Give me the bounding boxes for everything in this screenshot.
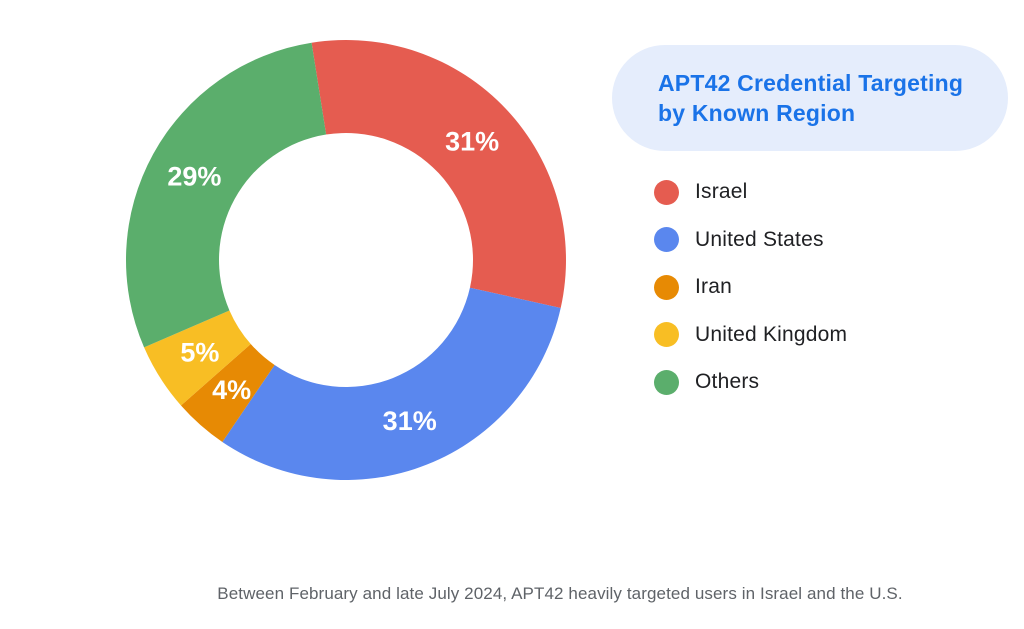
slice-others (125, 42, 327, 348)
legend-item-iran: Iran (654, 274, 847, 300)
legend-item-united-states: United States (654, 227, 847, 253)
legend-label-israel: Israel (695, 180, 748, 203)
slice-label-iran: 4% (212, 375, 251, 405)
legend-dot-iran (654, 274, 679, 300)
legend-dot-israel (654, 179, 679, 205)
chart-title-line-2: by Known Region (658, 100, 856, 126)
legend-label-others: Others (695, 370, 760, 393)
legend-item-united-kingdom: United Kingdom (654, 322, 847, 348)
chart-title-pill: APT42 Credential Targeting by Known Regi… (612, 45, 1008, 151)
slice-label-israel: 31% (445, 127, 499, 157)
chart-title-line-1: APT42 Credential Targeting (658, 70, 964, 96)
slice-israel (311, 40, 566, 308)
legend-dot-united-states (654, 227, 679, 252)
slice-united-states (222, 287, 561, 481)
legend: Israel United States Iran United Kingdom… (654, 179, 847, 417)
slice-united-kingdom (144, 310, 251, 406)
legend-item-others: Others (654, 369, 847, 395)
legend-item-israel: Israel (654, 179, 847, 205)
legend-dot-others (654, 369, 679, 395)
legend-label-iran: Iran (695, 275, 732, 298)
slice-label-others: 29% (167, 162, 221, 192)
slice-label-united-states: 31% (383, 406, 437, 436)
slice-label-united-kingdom: 5% (180, 338, 219, 368)
legend-dot-united-kingdom (654, 322, 679, 347)
slice-iran (180, 343, 275, 442)
legend-label-united-states: United States (695, 227, 824, 251)
legend-label-united-kingdom: United Kingdom (695, 322, 848, 346)
caption: Between February and late July 2024, APT… (217, 584, 903, 603)
